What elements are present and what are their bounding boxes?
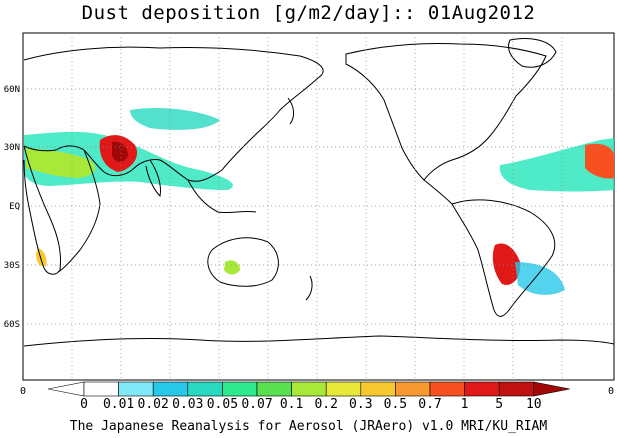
coast-antarctica <box>23 335 615 347</box>
colorbar-swatch <box>83 381 119 397</box>
lat-label-eq: EQ <box>9 202 20 212</box>
colorbar-swatch <box>152 381 189 397</box>
colorbar-label: 0.07 <box>241 397 272 412</box>
lat-label-60s: 60S <box>4 320 20 330</box>
coast-eurasia <box>23 46 324 182</box>
footer-credit: The Japanese Reanalysis for Aerosol (JRA… <box>69 419 548 434</box>
coast-india <box>145 159 161 198</box>
dust-plume-australia <box>224 260 240 275</box>
colorbar-swatch <box>360 381 396 397</box>
coast-north-america <box>345 42 547 181</box>
coast-japan <box>287 97 295 125</box>
colorbar-label: 0.3 <box>349 397 372 412</box>
graticule <box>23 33 614 380</box>
colorbar-swatch <box>395 381 431 397</box>
dust-plume-asia <box>130 108 220 130</box>
colorbar-label: 5 <box>495 397 503 412</box>
colorbar-arrow-right <box>533 381 570 397</box>
dust-plume-sahara-core <box>26 148 96 178</box>
map-title: Dust deposition [g/m2/day]:: 01Aug2012 <box>81 2 536 24</box>
colorbar-label: 0.03 <box>172 397 203 412</box>
colorbar-label: 0.1 <box>280 397 303 412</box>
coast-africa-east <box>57 149 101 273</box>
colorbar-swatch <box>222 381 258 397</box>
colorbar-label: 0.02 <box>138 397 169 412</box>
colorbar-label: 0.7 <box>418 397 441 412</box>
coast-australia <box>207 237 279 287</box>
lon-edge-label-right: 0 <box>608 386 614 397</box>
colorbar-swatch <box>429 381 465 397</box>
lon-edge-label-left: 0 <box>20 386 26 397</box>
lat-label-60n: 60N <box>4 85 20 95</box>
coast-central-america <box>423 179 453 205</box>
colorbar-arrow-left <box>47 381 85 397</box>
colorbar-swatch <box>256 381 292 397</box>
coast-new-zealand <box>305 275 313 301</box>
colorbar-swatch <box>325 381 362 397</box>
colorbar-swatch <box>291 381 327 397</box>
colorbar-label: 0 <box>80 397 88 412</box>
colorbar-label: 1 <box>461 397 469 412</box>
colorbar-swatch <box>498 381 535 397</box>
colorbar-label: 0.05 <box>207 397 238 412</box>
lat-label-30s: 30S <box>4 261 20 271</box>
colorbar-swatch <box>187 381 223 397</box>
dust-plume-south-africa <box>36 248 47 267</box>
colorbar-swatch <box>118 381 154 397</box>
colorbar-swatch <box>464 381 500 397</box>
dust-plume-atlantic-core <box>585 143 614 179</box>
coastlines <box>23 38 615 347</box>
map-frame <box>22 32 615 381</box>
dust-plume-patagonia <box>492 243 521 285</box>
colorbar-label: 0.01 <box>103 397 134 412</box>
colorbar: 0 0.01 0.02 0.03 0.05 0.07 0.1 0.2 0.3 0.5 0.7 1 5 10 <box>47 381 570 412</box>
coast-africa <box>23 145 61 275</box>
coast-se-asia <box>187 179 257 214</box>
coast-greenland <box>508 38 557 68</box>
coast-south-america <box>451 199 556 317</box>
lat-label-30n: 30N <box>4 143 20 153</box>
colorbar-label: 0.5 <box>384 397 407 412</box>
colorbar-label: 0.2 <box>314 397 337 412</box>
colorbar-label: 10 <box>526 397 542 412</box>
